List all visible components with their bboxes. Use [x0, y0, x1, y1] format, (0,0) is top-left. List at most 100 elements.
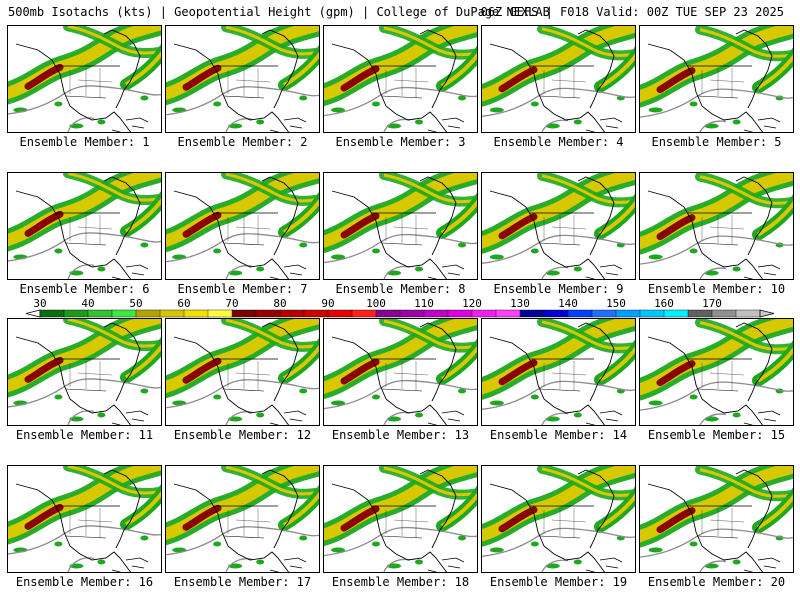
- jet-stream-north-core: [383, 319, 477, 350]
- jet-stream-north-core: [699, 28, 793, 58]
- colorbar-swatch: [543, 309, 569, 318]
- map-title: 500mb Isotachs (kts) | Geopotential Heig…: [8, 5, 550, 19]
- coastline: [489, 43, 606, 132]
- isotach-patch: [689, 101, 698, 107]
- isotach-patch: [331, 107, 345, 113]
- coastline: [419, 29, 457, 109]
- colorbar-swatch: [327, 309, 353, 318]
- colorbar-swatch: [567, 309, 593, 318]
- coastline: [743, 422, 753, 425]
- caribbean-islands: [441, 410, 465, 422]
- state-lines: [69, 361, 113, 391]
- ensemble-panel-13: [323, 318, 478, 426]
- ensemble-map-11: [8, 319, 161, 425]
- state-lines: [701, 361, 745, 391]
- border-line: [65, 535, 107, 539]
- ensemble-member-caption: Ensemble Member: 4: [493, 135, 624, 149]
- state-lines: [701, 508, 745, 538]
- coastline: [489, 190, 606, 279]
- isotach-patch: [732, 119, 741, 125]
- isotach-patch: [299, 242, 308, 248]
- isotach-patch: [415, 119, 423, 125]
- caribbean-islands: [283, 557, 307, 569]
- jet-stream-east-core: [440, 345, 477, 381]
- height-contour: [8, 378, 161, 408]
- ensemble-panel-17: [165, 465, 320, 573]
- coastline: [331, 483, 448, 572]
- coastline: [173, 483, 290, 572]
- colorbar-swatch: [231, 309, 257, 318]
- coastline: [173, 336, 290, 425]
- jet-streak-core: [498, 213, 538, 240]
- ensemble-map-16: [8, 466, 161, 572]
- isotach-patch: [530, 541, 539, 547]
- jet-stream-east-core: [440, 199, 477, 235]
- coastline: [743, 129, 753, 132]
- state-lines: [543, 361, 587, 391]
- border-line: [697, 535, 739, 539]
- colorbar-tick-label: 60: [177, 297, 191, 310]
- coastline: [427, 276, 437, 279]
- caribbean-islands: [757, 264, 781, 276]
- caribbean-islands: [757, 410, 781, 422]
- height-contour: [541, 119, 569, 132]
- jet-stream-north-core: [67, 26, 161, 55]
- height-contour: [541, 412, 569, 425]
- coastline: [585, 129, 595, 132]
- colorbar-swatch: [183, 309, 209, 318]
- jet-streak-core: [498, 66, 538, 93]
- height-contour: [324, 233, 477, 264]
- caribbean-islands: [125, 557, 149, 569]
- jet-streak-core: [656, 360, 696, 387]
- border-line: [223, 535, 265, 539]
- caribbean-islands: [599, 117, 623, 129]
- isotach-patch: [140, 535, 149, 541]
- ensemble-panel-16: [7, 465, 162, 573]
- jet-stream-north-core: [225, 319, 319, 349]
- isotach-patch: [689, 541, 698, 547]
- ensemble-member-caption: Ensemble Member: 13: [331, 428, 470, 442]
- coastline: [419, 176, 457, 256]
- coastline: [427, 422, 437, 425]
- caribbean-islands: [757, 117, 781, 129]
- height-contour: [324, 379, 477, 410]
- isotach-patch: [256, 412, 265, 418]
- isotach-patch: [372, 101, 380, 107]
- isotach-patch: [545, 416, 560, 422]
- caribbean-islands: [283, 410, 307, 422]
- isotach-patch: [331, 400, 345, 406]
- isotach-patch: [228, 270, 243, 276]
- colorbar-tick-label: 170: [702, 297, 722, 310]
- border-line: [381, 95, 423, 99]
- jet-stream-east-core: [598, 493, 635, 529]
- ensemble-member-caption: Ensemble Member: 10: [647, 282, 786, 296]
- jet-stream-north-core: [541, 467, 635, 497]
- height-contour: [8, 232, 161, 262]
- isotach-patch: [573, 119, 582, 125]
- jet-streak-core: [498, 506, 538, 533]
- ensemble-panel-12: [165, 318, 320, 426]
- ensemble-map-7: [166, 173, 319, 279]
- jet-stream-north-core: [699, 321, 793, 351]
- jet-stream-east-core: [756, 494, 793, 530]
- colorbar-swatch: [159, 309, 185, 318]
- height-contour: [482, 234, 635, 264]
- ensemble-map-5: [640, 26, 793, 132]
- ensemble-member-caption: Ensemble Member: 11: [15, 428, 154, 442]
- isotach-patch: [140, 242, 149, 248]
- state-lines: [69, 508, 113, 538]
- state-lines: [701, 68, 745, 98]
- isotach-patch: [415, 559, 423, 565]
- height-contour: [8, 85, 161, 115]
- colorbar-tick-label: 120: [462, 297, 482, 310]
- coastline: [15, 336, 132, 425]
- colorbar-swatch: [87, 309, 113, 318]
- jet-streak-core: [656, 67, 696, 94]
- state-lines: [385, 215, 429, 245]
- isotach-patch: [458, 388, 466, 394]
- isotach-patch: [299, 535, 308, 541]
- ensemble-panel-11: [7, 318, 162, 426]
- jet-stream-north-core: [541, 320, 635, 350]
- coastline: [419, 322, 457, 402]
- isotach-patch: [387, 123, 401, 129]
